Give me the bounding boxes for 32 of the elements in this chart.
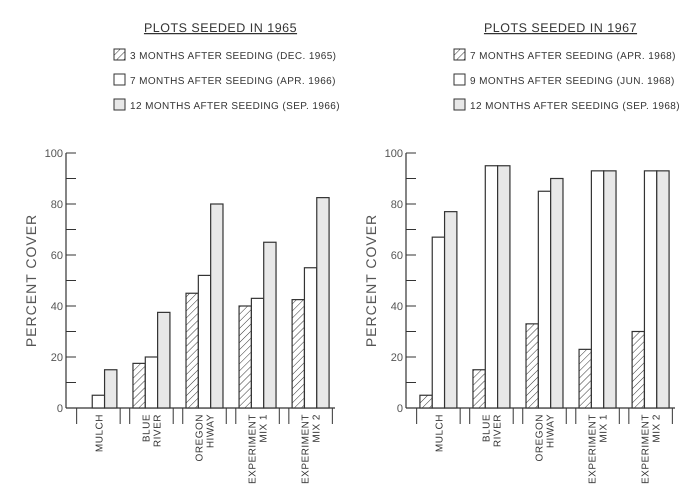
y-axis-title: PERCENT COVER xyxy=(363,214,379,348)
x-tick-label: EXPERIMENT MIX 2 xyxy=(300,414,323,484)
x-tick-label: MULCH xyxy=(94,414,106,452)
x-tick-label: MULCH xyxy=(434,414,446,452)
y-tick-label: 0 xyxy=(396,403,403,415)
chart-title: PLOTS SEEDED IN 1965 xyxy=(144,21,298,35)
legend-label: 3 MONTHS AFTER SEEDING (DEC. 1965) xyxy=(130,51,336,62)
x-tick-label: OREGON HIWAY xyxy=(534,414,556,462)
x-tick-label: EXPERIMENT MIX 1 xyxy=(248,414,270,484)
legend-label: 9 MONTHS AFTER SEEDING (JUN. 1968) xyxy=(470,76,675,87)
x-tick-label: OREGON HIWAY xyxy=(194,414,216,462)
x-tick-label: EXPERIMENT MIX 2 xyxy=(640,414,663,484)
y-axis-title: PERCENT COVER xyxy=(23,214,39,348)
y-tick-label: 60 xyxy=(50,250,63,262)
y-tick-label: 80 xyxy=(390,199,403,211)
y-tick-label: 20 xyxy=(50,352,63,364)
y-tick-label: 100 xyxy=(384,148,403,160)
y-tick-label: 20 xyxy=(390,352,403,364)
x-tick-label: BLUE RIVER xyxy=(481,414,504,448)
y-tick-label: 60 xyxy=(390,250,403,262)
legend-label: 12 MONTHS AFTER SEEDING (SEP. 1968) xyxy=(470,101,680,112)
y-tick-label: 40 xyxy=(50,301,63,313)
y-tick-label: 0 xyxy=(56,403,63,415)
x-tick-label: EXPERIMENT MIX 1 xyxy=(588,414,610,484)
chart-title: PLOTS SEEDED IN 1967 xyxy=(484,21,638,35)
y-tick-label: 100 xyxy=(44,148,63,160)
y-tick-label: 80 xyxy=(50,199,63,211)
legend-label: 12 MONTHS AFTER SEEDING (SEP. 1966) xyxy=(130,101,340,112)
legend-label: 7 MONTHS AFTER SEEDING (APR. 1968) xyxy=(470,51,676,62)
y-tick-label: 40 xyxy=(390,301,403,313)
x-tick-label: BLUE RIVER xyxy=(141,414,164,448)
legend-label: 7 MONTHS AFTER SEEDING (APR. 1966) xyxy=(130,76,336,87)
